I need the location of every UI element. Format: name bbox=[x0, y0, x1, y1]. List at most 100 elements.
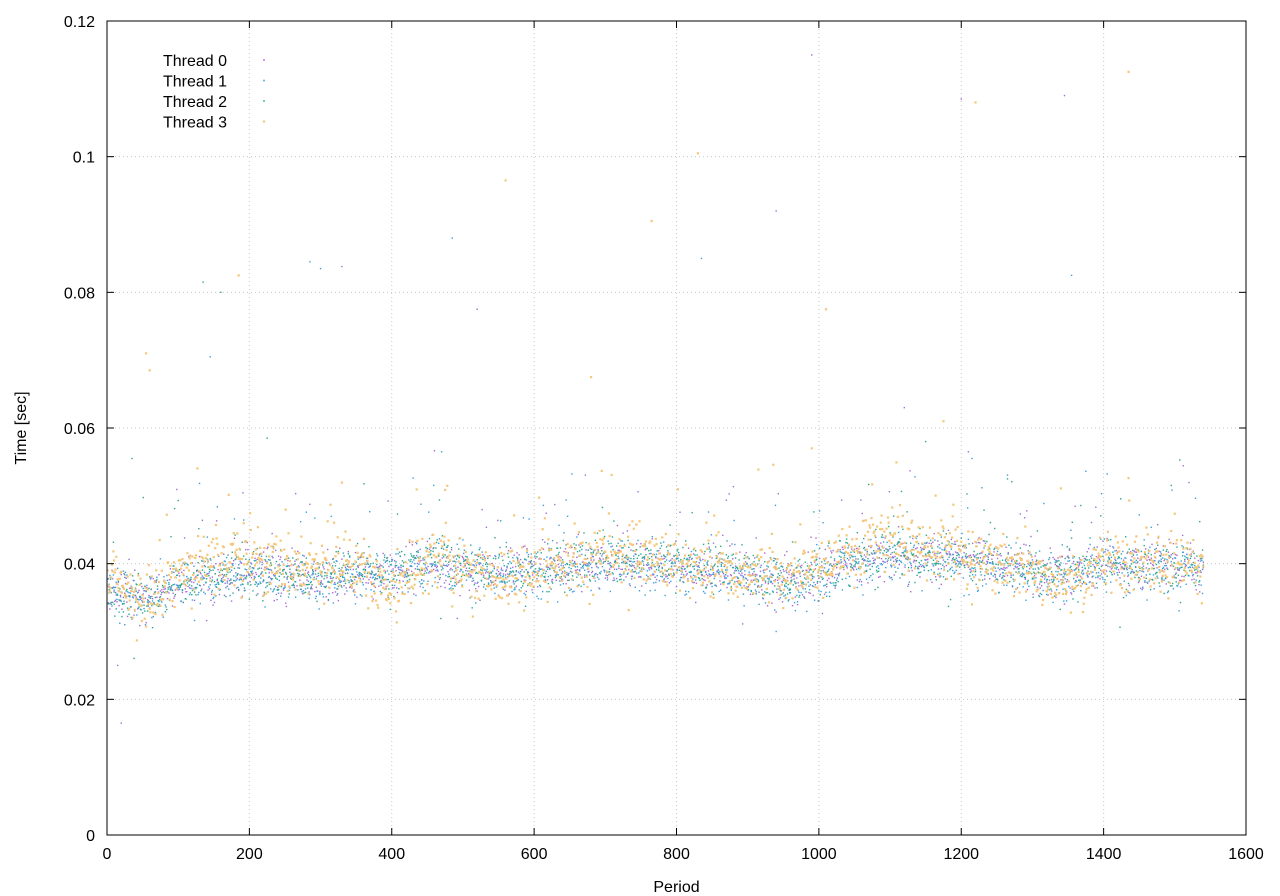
data-point bbox=[450, 567, 452, 570]
data-point bbox=[335, 545, 338, 548]
data-point bbox=[629, 565, 631, 567]
data-point bbox=[544, 572, 547, 575]
data-point bbox=[970, 570, 972, 572]
data-point bbox=[1083, 557, 1086, 560]
data-point bbox=[321, 575, 323, 577]
data-point bbox=[542, 504, 545, 507]
data-point bbox=[781, 566, 784, 568]
data-point bbox=[649, 566, 651, 569]
data-point bbox=[493, 566, 495, 568]
data-point bbox=[976, 561, 979, 563]
data-point bbox=[338, 570, 340, 572]
data-point bbox=[366, 557, 368, 560]
data-point bbox=[788, 589, 790, 591]
data-point bbox=[995, 578, 997, 581]
data-point bbox=[459, 562, 461, 565]
data-point bbox=[1168, 538, 1170, 541]
data-point bbox=[146, 588, 149, 591]
data-point bbox=[258, 546, 262, 549]
data-point bbox=[931, 581, 933, 584]
data-point bbox=[190, 578, 192, 581]
data-point bbox=[827, 545, 829, 547]
data-point bbox=[529, 582, 531, 584]
data-point bbox=[408, 559, 410, 561]
data-point bbox=[702, 543, 705, 546]
data-point bbox=[373, 574, 376, 577]
data-point bbox=[266, 547, 268, 550]
data-point bbox=[142, 496, 145, 499]
data-point bbox=[630, 565, 633, 567]
data-point bbox=[717, 570, 719, 572]
data-point bbox=[979, 571, 982, 573]
data-point bbox=[178, 579, 181, 582]
data-point bbox=[294, 492, 297, 495]
data-point bbox=[710, 574, 713, 576]
data-point bbox=[113, 589, 115, 591]
data-point bbox=[575, 569, 577, 572]
data-point bbox=[1079, 579, 1081, 581]
data-point bbox=[477, 581, 479, 583]
data-point bbox=[146, 610, 149, 612]
data-point bbox=[114, 586, 116, 589]
data-point bbox=[714, 563, 716, 566]
data-point bbox=[1082, 569, 1084, 571]
data-point bbox=[1144, 580, 1146, 582]
data-point bbox=[555, 554, 557, 557]
data-point bbox=[556, 542, 558, 544]
data-point bbox=[173, 595, 176, 597]
data-point bbox=[548, 547, 550, 549]
data-point bbox=[354, 578, 356, 581]
data-point bbox=[309, 575, 311, 577]
data-point bbox=[919, 576, 921, 578]
data-point bbox=[789, 588, 792, 591]
data-point bbox=[423, 562, 425, 565]
data-point bbox=[290, 573, 293, 575]
data-point bbox=[1080, 575, 1082, 578]
data-point bbox=[595, 562, 597, 565]
data-point bbox=[939, 563, 942, 565]
data-point bbox=[584, 474, 587, 476]
data-point bbox=[633, 565, 635, 567]
data-point bbox=[190, 576, 192, 579]
data-point bbox=[450, 580, 452, 583]
outlier-point bbox=[341, 265, 343, 268]
data-point bbox=[813, 599, 816, 601]
data-point bbox=[230, 565, 233, 569]
data-point bbox=[974, 555, 976, 557]
data-point bbox=[725, 577, 728, 579]
data-point bbox=[707, 542, 710, 545]
data-point bbox=[1142, 571, 1145, 573]
data-point bbox=[262, 551, 265, 553]
data-point bbox=[910, 564, 913, 567]
data-point bbox=[316, 575, 318, 578]
data-point bbox=[830, 552, 833, 554]
data-point bbox=[1092, 575, 1094, 577]
data-point bbox=[601, 565, 604, 568]
data-point bbox=[203, 571, 206, 574]
data-point bbox=[418, 569, 421, 571]
data-point bbox=[1170, 484, 1172, 487]
data-point bbox=[656, 550, 658, 552]
data-point bbox=[904, 554, 906, 557]
data-point bbox=[853, 551, 856, 553]
data-point bbox=[1092, 563, 1094, 566]
data-point bbox=[415, 557, 417, 560]
data-point bbox=[152, 577, 154, 580]
data-point bbox=[764, 552, 766, 554]
data-point bbox=[1016, 559, 1018, 562]
data-point bbox=[791, 579, 793, 581]
data-point bbox=[935, 562, 938, 564]
data-point bbox=[324, 556, 327, 560]
data-point bbox=[1002, 572, 1004, 574]
data-point bbox=[771, 582, 774, 585]
data-point bbox=[110, 601, 112, 604]
data-point bbox=[722, 571, 724, 573]
data-point bbox=[1079, 561, 1081, 563]
data-point bbox=[450, 549, 453, 551]
data-point bbox=[685, 593, 688, 595]
data-point bbox=[277, 589, 279, 591]
data-point bbox=[341, 575, 344, 577]
data-point bbox=[133, 608, 136, 612]
data-point bbox=[388, 560, 391, 563]
data-point bbox=[245, 558, 247, 560]
